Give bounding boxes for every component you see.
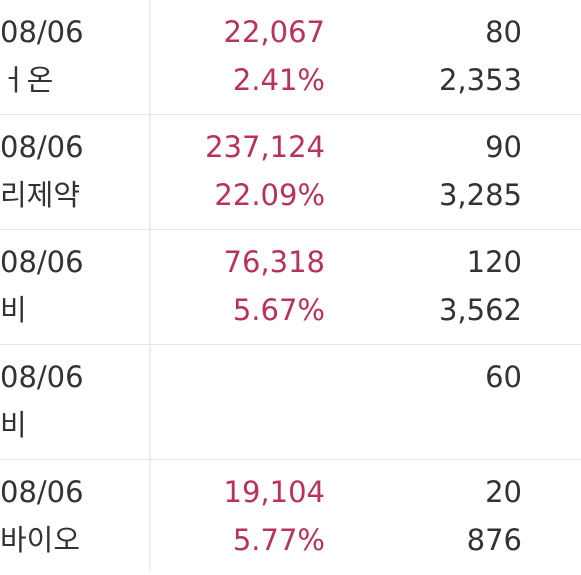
date-cell: 08/06 xyxy=(0,475,84,509)
date-cell: 08/06 xyxy=(0,15,84,49)
total-cell: 876 xyxy=(466,523,522,557)
date-cell: 08/06 xyxy=(0,130,84,164)
value-cell: 19,104 xyxy=(223,475,325,509)
percent-cell: 22.09% xyxy=(214,178,325,212)
table-row[interactable]: 08/06 리제약 237,124 22.09% 90 3,285 xyxy=(0,115,581,230)
table-row[interactable]: 08/06 비 76,318 5.67% 120 3,562 xyxy=(0,230,581,345)
value-cell: 237,124 xyxy=(205,130,325,164)
count-cell: 60 xyxy=(485,360,522,394)
count-cell: 20 xyxy=(485,475,522,509)
name-cell: 리제약 xyxy=(0,178,81,212)
column-divider xyxy=(149,0,151,571)
name-cell: 비 xyxy=(0,408,27,442)
count-cell: 80 xyxy=(485,15,522,49)
table-row[interactable]: 08/06 바이오 19,104 5.77% 20 876 xyxy=(0,460,581,575)
percent-cell: 5.67% xyxy=(232,293,325,327)
value-cell: 22,067 xyxy=(223,15,325,49)
count-cell: 120 xyxy=(466,245,522,279)
value-cell: 76,318 xyxy=(223,245,325,279)
table-row[interactable]: 08/06 비 60 xyxy=(0,345,581,460)
date-cell: 08/06 xyxy=(0,245,84,279)
percent-cell: 5.77% xyxy=(232,523,325,557)
percent-cell: 2.41% xyxy=(232,63,325,97)
total-cell: 3,562 xyxy=(438,293,522,327)
count-cell: 90 xyxy=(485,130,522,164)
total-cell: 2,353 xyxy=(438,63,522,97)
table-row[interactable]: 08/06 ㅓ온 22,067 2.41% 80 2,353 xyxy=(0,0,581,115)
total-cell: 3,285 xyxy=(438,178,522,212)
name-cell: 비 xyxy=(0,293,27,327)
name-cell: 바이오 xyxy=(0,523,81,557)
date-cell: 08/06 xyxy=(0,360,84,394)
name-cell: ㅓ온 xyxy=(0,63,54,97)
